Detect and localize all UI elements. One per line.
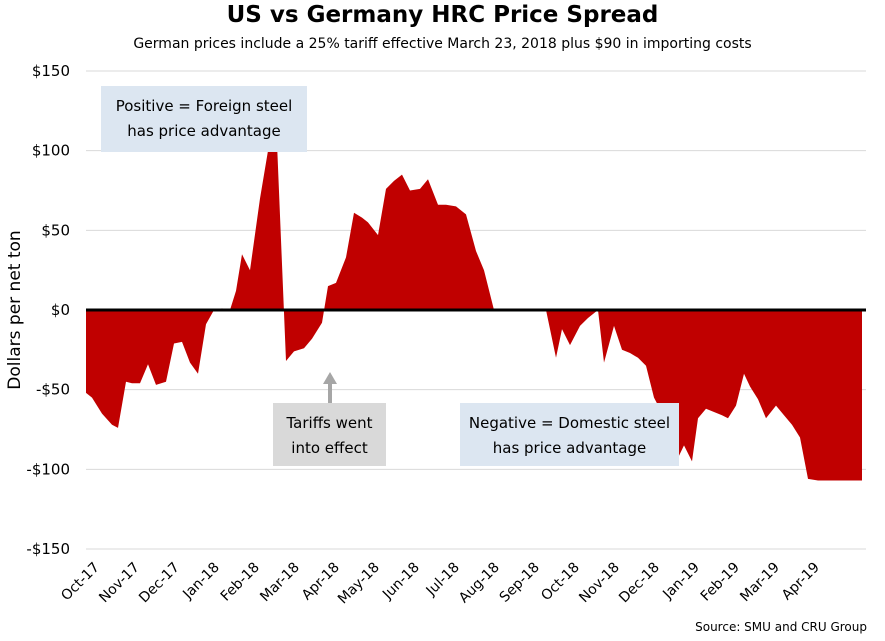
tariff-note-box [273, 403, 386, 466]
y-tick-label: -$100 [26, 460, 70, 478]
x-tick-label: Aug-18 [456, 560, 503, 607]
x-tick-label: Jun-18 [379, 560, 423, 604]
x-tick-label: Apr-19 [779, 560, 823, 604]
positive-note-text: Positive = Foreign steel [116, 97, 293, 115]
negative-note-box [460, 403, 679, 466]
x-tick-label: Mar-18 [257, 560, 303, 606]
x-tick-label: Mar-19 [737, 560, 783, 606]
x-tick-label: Sep-18 [497, 560, 543, 606]
chart-title: US vs Germany HRC Price Spread [226, 2, 659, 28]
x-tick-label: Jan-18 [179, 560, 222, 603]
positive-note-box [101, 86, 307, 152]
positive-note-text: has price advantage [127, 122, 281, 140]
tariff-arrow-head-icon [323, 372, 337, 384]
tariff-note-text: into effect [291, 439, 368, 457]
chart-subtitle: German prices include a 25% tariff effec… [133, 36, 752, 52]
y-tick-label: $100 [32, 142, 70, 160]
y-tick-label: -$150 [26, 540, 70, 558]
x-tick-label: Nov-17 [96, 560, 143, 607]
x-tick-label: Oct-17 [58, 560, 103, 605]
tariff-note-text: Tariffs went [285, 414, 372, 432]
x-tick-label: Oct-18 [538, 560, 583, 605]
x-tick-label: May-18 [335, 560, 383, 608]
x-tick-label: Nov-18 [576, 560, 623, 607]
x-tick-label: Dec-17 [136, 560, 183, 607]
x-tick-label: Dec-18 [616, 560, 663, 607]
negative-note-text: Negative = Domestic steel [469, 414, 670, 432]
spread-area [86, 118, 862, 481]
x-tick-label: Feb-18 [218, 560, 263, 605]
x-tick-label: Feb-19 [698, 560, 743, 605]
y-tick-label: $50 [41, 221, 70, 239]
source-note: Source: SMU and CRU Group [695, 620, 867, 634]
y-tick-label: $150 [32, 62, 70, 80]
negative-note-text: has price advantage [493, 439, 647, 457]
x-tick-label: Jan-19 [659, 560, 702, 603]
y-tick-label: -$50 [36, 381, 70, 399]
y-tick-label: $0 [51, 301, 70, 319]
